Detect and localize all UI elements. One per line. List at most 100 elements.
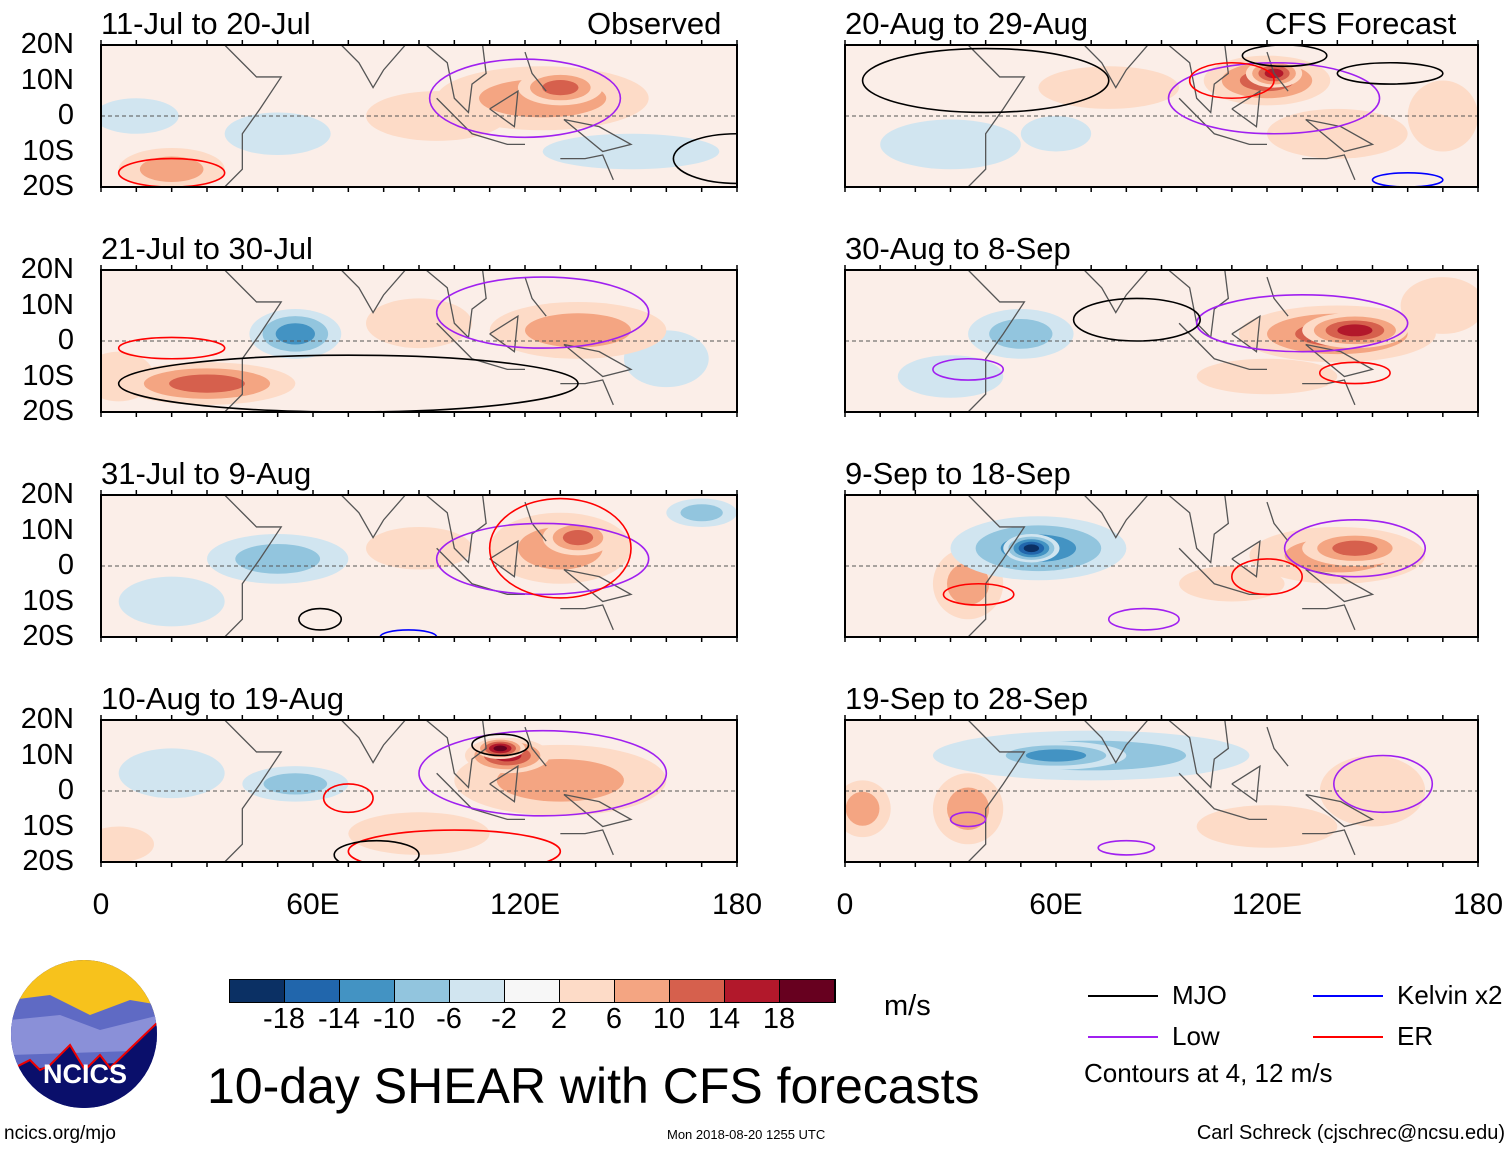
lat-label: 20S — [22, 845, 74, 877]
lat-label: 10N — [20, 513, 74, 546]
map-panel — [844, 715, 1479, 867]
er-contour — [117, 336, 226, 360]
coastline — [1266, 726, 1289, 767]
colorbar-tick: 6 — [605, 1003, 623, 1035]
shear-anomaly-shading — [1038, 66, 1180, 109]
shear-anomaly-shading — [1196, 805, 1338, 848]
colorbar-swatch — [285, 980, 340, 1002]
coastline — [1168, 45, 1230, 114]
coastline — [563, 343, 633, 378]
lat-label: 10S — [22, 809, 74, 842]
shear-anomaly-shading — [366, 298, 472, 349]
map-panel — [100, 265, 738, 417]
mjo-contour — [672, 132, 737, 185]
coastline — [425, 495, 487, 564]
svg-text:NCICS: NCICS — [43, 1059, 127, 1089]
low-contour — [1333, 754, 1434, 814]
er-contour — [347, 829, 562, 862]
low-contour — [1097, 839, 1156, 856]
shear-anomaly-shading — [845, 791, 880, 826]
shear-anomaly-shading — [101, 826, 154, 862]
coastline — [340, 270, 407, 314]
shear-anomaly-shading — [542, 79, 579, 96]
colorbar-tick: -2 — [491, 1003, 517, 1035]
shear-anomaly-shading — [525, 313, 631, 348]
ncics-logo: NCICS — [11, 960, 157, 1108]
panel-title: 11-Jul to 20-Jul — [101, 6, 311, 41]
mjo-contour — [1072, 297, 1201, 342]
legend-label: Kelvin x2 — [1397, 980, 1503, 1010]
legend-line-swatch — [1313, 994, 1383, 997]
colorbar-swatch — [615, 980, 670, 1002]
colorbar-tick: -14 — [318, 1003, 360, 1035]
colorbar-tick: -6 — [436, 1003, 462, 1035]
coastline — [340, 495, 407, 539]
legend-label: ER — [1397, 1021, 1434, 1051]
low-contour — [435, 276, 650, 349]
shear-anomaly-shading — [169, 374, 245, 393]
mjo-contour — [471, 733, 530, 757]
site-link[interactable]: ncics.org/mjo — [4, 1123, 116, 1144]
lat-label: 20N — [20, 253, 74, 285]
coastline — [224, 720, 283, 862]
coastline — [1266, 51, 1289, 92]
legend-item: Low — [1088, 1021, 1220, 1052]
coastline — [1083, 720, 1149, 764]
colorbar-swatch — [725, 980, 780, 1002]
er-contour — [488, 497, 632, 599]
lon-label: 0 — [836, 888, 854, 921]
shear-anomaly-shading — [1020, 116, 1092, 152]
lat-label: 20N — [20, 28, 74, 60]
shear-anomaly-shading — [118, 576, 225, 627]
coastline — [524, 276, 547, 317]
lat-label: 0 — [57, 99, 74, 131]
low-contour — [1195, 294, 1409, 353]
low-contour — [949, 811, 987, 828]
coastline — [1305, 793, 1375, 828]
shear-anomaly-shading — [139, 156, 204, 183]
coastline — [425, 720, 487, 789]
lat-label: 10N — [20, 63, 74, 96]
low-contour — [932, 357, 1005, 381]
mjo-contour — [1336, 61, 1444, 85]
legend-line-swatch — [1313, 1035, 1383, 1038]
low-contour — [1283, 519, 1427, 578]
panel-title: 31-Jul to 9-Aug — [101, 456, 312, 491]
shear-anomaly-shading — [275, 323, 316, 345]
lon-label: 120E — [489, 888, 561, 921]
coastline — [1305, 343, 1375, 378]
shear-anomaly-shading — [1025, 749, 1087, 762]
shear-anomaly-shading — [366, 526, 472, 570]
lat-label: 10N — [20, 738, 74, 771]
figure-title: 10-day SHEAR with CFS forecasts — [207, 1058, 980, 1114]
shear-anomaly-shading — [562, 529, 594, 546]
shear-anomaly-shading — [946, 787, 990, 831]
shear-anomaly-shading — [897, 355, 1004, 398]
map-panel — [100, 490, 738, 642]
legend-label: Low — [1172, 1021, 1220, 1051]
timestamp: Mon 2018-08-20 1255 UTC — [667, 1127, 826, 1142]
er-contour — [1188, 61, 1275, 100]
coastline — [1302, 154, 1356, 181]
map-panel — [844, 490, 1479, 642]
colorbar-tick: -18 — [263, 1003, 305, 1035]
map-panel — [100, 715, 738, 867]
coastline — [1168, 495, 1230, 564]
coastline — [1231, 89, 1261, 128]
colorbar-tick: 14 — [707, 1003, 741, 1035]
shear-anomaly-shading — [348, 812, 490, 855]
lat-label: 0 — [57, 549, 74, 581]
legend-label: MJO — [1172, 980, 1227, 1010]
coastline — [560, 154, 614, 181]
contour-note: Contours at 4, 12 m/s — [1084, 1058, 1333, 1088]
lon-label: 60E — [1029, 888, 1083, 921]
coastline — [1305, 118, 1375, 153]
shear-anomaly-shading — [1337, 324, 1373, 337]
panel-title: 10-Aug to 19-Aug — [101, 681, 345, 716]
lat-label: 10N — [20, 288, 74, 321]
shear-anomaly-shading — [880, 119, 1021, 170]
lat-label: 0 — [57, 774, 74, 806]
author: Carl Schreck (cjschrec@ncsu.edu) — [1196, 1122, 1505, 1144]
coastline — [560, 829, 614, 856]
coastline — [560, 379, 614, 406]
